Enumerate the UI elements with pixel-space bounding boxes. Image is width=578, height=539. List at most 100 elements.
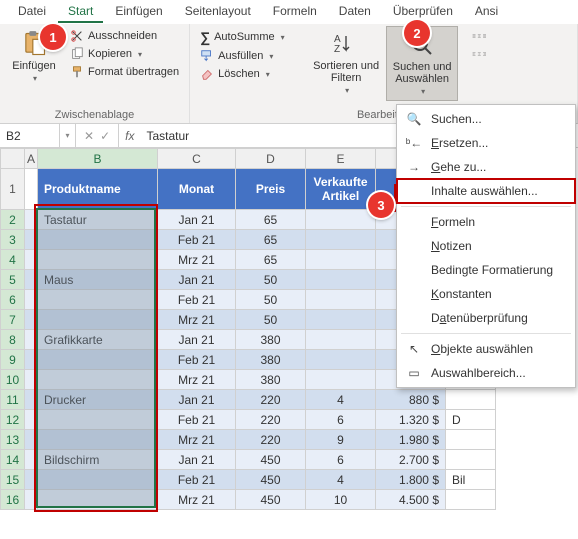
cell[interactable]: D (446, 410, 496, 430)
menu-notes[interactable]: Notizen (397, 234, 575, 258)
cell[interactable]: 380 (236, 350, 306, 370)
row-header[interactable]: 13 (1, 430, 25, 450)
menu-goto[interactable]: → Gehe zu... (397, 155, 575, 179)
tab-seitenlayout[interactable]: Seitenlayout (175, 0, 261, 23)
menu-goto-special[interactable]: Inhalte auswählen... (397, 179, 575, 203)
cell[interactable]: Mrz 21 (158, 490, 236, 510)
cell[interactable] (306, 330, 376, 350)
cell[interactable] (38, 370, 158, 390)
tab-start[interactable]: Start (58, 0, 103, 23)
cell[interactable] (25, 310, 38, 330)
cell[interactable]: 1.800 $ (376, 470, 446, 490)
tab-ansicht[interactable]: Ansi (465, 0, 508, 23)
menu-selection-pane[interactable]: ▭ Auswahlbereich... (397, 361, 575, 385)
cell[interactable]: 220 (236, 430, 306, 450)
select-all-corner[interactable] (1, 149, 25, 169)
cut-button[interactable]: Ausschneiden (66, 28, 183, 44)
tab-einfuegen[interactable]: Einfügen (105, 0, 172, 23)
cell[interactable] (38, 350, 158, 370)
cell[interactable]: Mrz 21 (158, 370, 236, 390)
align-buttons[interactable] (468, 28, 490, 44)
cell[interactable] (446, 490, 496, 510)
row-header[interactable]: 7 (1, 310, 25, 330)
menu-data-validation[interactable]: Datenüberprüfung (397, 306, 575, 330)
cell[interactable]: 1.320 $ (376, 410, 446, 430)
tab-datei[interactable]: Datei (8, 0, 56, 23)
cell[interactable]: Feb 21 (158, 230, 236, 250)
cell[interactable]: Jan 21 (158, 450, 236, 470)
menu-find[interactable]: 🔍 Suchen... (397, 107, 575, 131)
menu-formulas[interactable]: Formeln (397, 210, 575, 234)
cell[interactable]: Preis (236, 169, 306, 210)
fill-button[interactable]: Ausfüllen ▾ (196, 48, 306, 64)
confirm-icon[interactable]: ✓ (100, 129, 110, 143)
cell[interactable] (306, 230, 376, 250)
cell[interactable] (306, 370, 376, 390)
row-header[interactable]: 10 (1, 370, 25, 390)
cell[interactable]: Produktname (38, 169, 158, 210)
cell[interactable]: Bil (446, 470, 496, 490)
row-header[interactable]: 15 (1, 470, 25, 490)
cell[interactable] (306, 350, 376, 370)
cell[interactable]: Mrz 21 (158, 310, 236, 330)
cancel-icon[interactable]: ✕ (84, 129, 94, 143)
cell[interactable]: 50 (236, 310, 306, 330)
col-header-e[interactable]: E (306, 149, 376, 169)
cell[interactable] (25, 230, 38, 250)
cell[interactable]: Jan 21 (158, 210, 236, 230)
cell[interactable] (38, 410, 158, 430)
cell[interactable]: Jan 21 (158, 330, 236, 350)
cell[interactable] (306, 250, 376, 270)
cell[interactable]: 2.700 $ (376, 450, 446, 470)
row-header[interactable]: 6 (1, 290, 25, 310)
cell[interactable]: Feb 21 (158, 410, 236, 430)
cell[interactable]: 9 (306, 430, 376, 450)
cell[interactable]: 450 (236, 470, 306, 490)
row-header[interactable]: 9 (1, 350, 25, 370)
cell[interactable] (25, 470, 38, 490)
cell[interactable]: Mrz 21 (158, 250, 236, 270)
row-header[interactable]: 14 (1, 450, 25, 470)
col-header-c[interactable]: C (158, 149, 236, 169)
cell[interactable]: 4 (306, 470, 376, 490)
name-box-dropdown[interactable]: ▾ (60, 124, 76, 147)
cell[interactable] (25, 210, 38, 230)
fx-button[interactable]: fx (119, 124, 140, 147)
cell[interactable] (38, 430, 158, 450)
col-header-b[interactable]: B (38, 149, 158, 169)
cell[interactable]: Feb 21 (158, 350, 236, 370)
cell[interactable]: Maus (38, 270, 158, 290)
cell[interactable]: 220 (236, 390, 306, 410)
cell[interactable]: 50 (236, 290, 306, 310)
cell[interactable]: Jan 21 (158, 390, 236, 410)
cell[interactable]: 65 (236, 210, 306, 230)
cell[interactable] (25, 390, 38, 410)
cell[interactable] (38, 490, 158, 510)
cell[interactable]: 65 (236, 250, 306, 270)
cell[interactable]: Tastatur (38, 210, 158, 230)
cell[interactable] (25, 350, 38, 370)
tab-ueberpruefen[interactable]: Überprüfen (383, 0, 463, 23)
row-header[interactable]: 12 (1, 410, 25, 430)
cell[interactable]: 6 (306, 450, 376, 470)
cell[interactable]: 380 (236, 370, 306, 390)
row-header[interactable]: 16 (1, 490, 25, 510)
cell[interactable]: 450 (236, 490, 306, 510)
cell[interactable]: 450 (236, 450, 306, 470)
cell[interactable] (25, 290, 38, 310)
cell[interactable] (25, 370, 38, 390)
cell[interactable]: 220 (236, 410, 306, 430)
cell[interactable] (25, 250, 38, 270)
cell[interactable] (25, 430, 38, 450)
cell[interactable]: Feb 21 (158, 290, 236, 310)
row-header[interactable]: 5 (1, 270, 25, 290)
cell[interactable] (25, 490, 38, 510)
cell[interactable] (25, 450, 38, 470)
copy-button[interactable]: Kopieren ▾ (66, 46, 183, 62)
cell[interactable]: 4.500 $ (376, 490, 446, 510)
menu-constants[interactable]: Konstanten (397, 282, 575, 306)
menu-cond-fmt[interactable]: Bedingte Formatierung (397, 258, 575, 282)
clear-button[interactable]: Löschen ▾ (196, 66, 306, 82)
cell[interactable]: Grafikkarte (38, 330, 158, 350)
menu-select-objects[interactable]: ↖ Objekte auswählen (397, 337, 575, 361)
